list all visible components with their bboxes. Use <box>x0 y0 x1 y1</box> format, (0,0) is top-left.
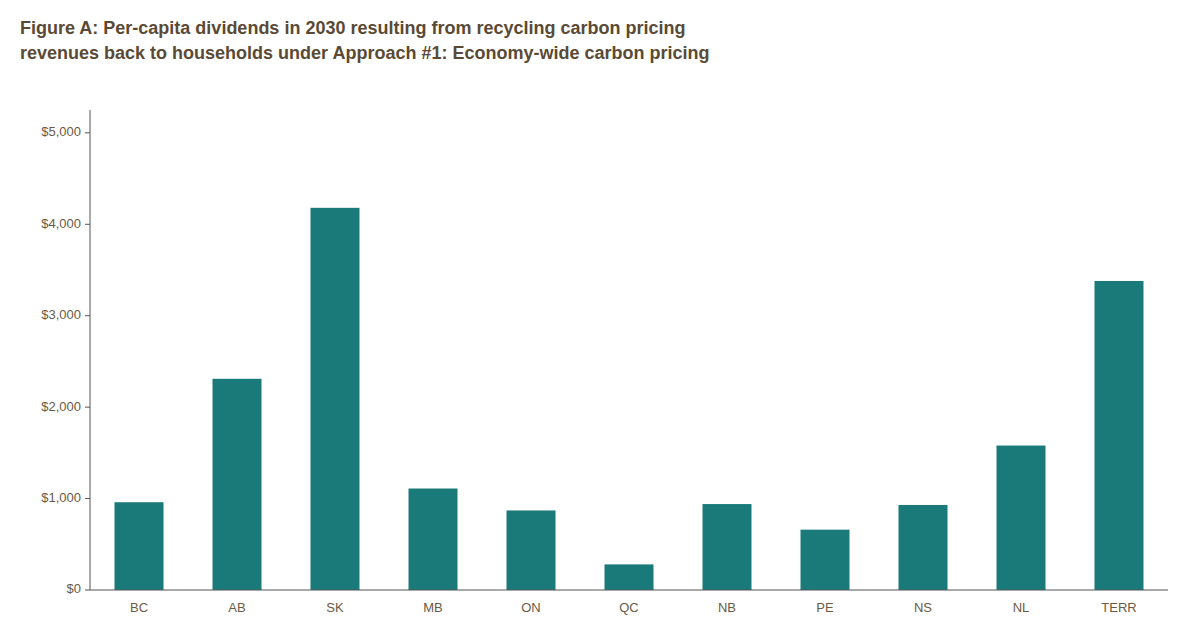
y-tick <box>85 407 90 408</box>
x-tick-label: PE <box>816 600 834 615</box>
y-tick <box>85 498 90 499</box>
chart-container: Figure A: Per-capita dividends in 2030 r… <box>0 0 1198 640</box>
bar <box>605 564 654 590</box>
bar <box>997 446 1046 590</box>
y-tick-label: $4,000 <box>41 216 81 231</box>
x-tick-label: BC <box>130 600 148 615</box>
bar <box>507 510 556 590</box>
x-tick-label: NS <box>914 600 932 615</box>
bar <box>703 504 752 590</box>
x-tick-label: NB <box>718 600 736 615</box>
x-tick-label: ON <box>521 600 541 615</box>
y-tick-label: $5,000 <box>41 124 81 139</box>
y-tick-label: $1,000 <box>41 490 81 505</box>
x-axis: BC AB SK MB ON QC NB PE NS NL TERR <box>90 590 1168 615</box>
bar <box>311 208 360 590</box>
x-tick-label: TERR <box>1101 600 1136 615</box>
bar <box>899 505 948 590</box>
bar <box>801 530 850 590</box>
bar <box>213 379 262 590</box>
title-line: Figure A: Per-capita dividends in 2030 r… <box>20 18 686 38</box>
title-line: revenues back to households under Approa… <box>20 43 709 63</box>
x-axis-line <box>90 590 1168 591</box>
x-tick-label: AB <box>228 600 245 615</box>
bar <box>409 489 458 590</box>
bar <box>115 502 164 590</box>
y-tick <box>85 224 90 225</box>
y-axis: $0 $1,000 $2,000 $3,000 $4,000 $5,000 <box>41 110 90 596</box>
x-tick-label: SK <box>326 600 344 615</box>
bars <box>115 208 1144 590</box>
y-tick-label: $2,000 <box>41 399 81 414</box>
y-axis-line <box>90 110 91 590</box>
x-tick-label: NL <box>1013 600 1030 615</box>
y-tick <box>85 132 90 133</box>
x-tick-label: MB <box>423 600 443 615</box>
y-tick <box>85 315 90 316</box>
bar <box>1095 281 1144 590</box>
y-tick-label: $0 <box>67 581 81 596</box>
chart-svg: Figure A: Per-capita dividends in 2030 r… <box>0 0 1198 640</box>
title: Figure A: Per-capita dividends in 2030 r… <box>20 18 709 63</box>
y-tick-label: $3,000 <box>41 307 81 322</box>
y-tick <box>85 590 90 591</box>
x-tick-label: QC <box>619 600 639 615</box>
